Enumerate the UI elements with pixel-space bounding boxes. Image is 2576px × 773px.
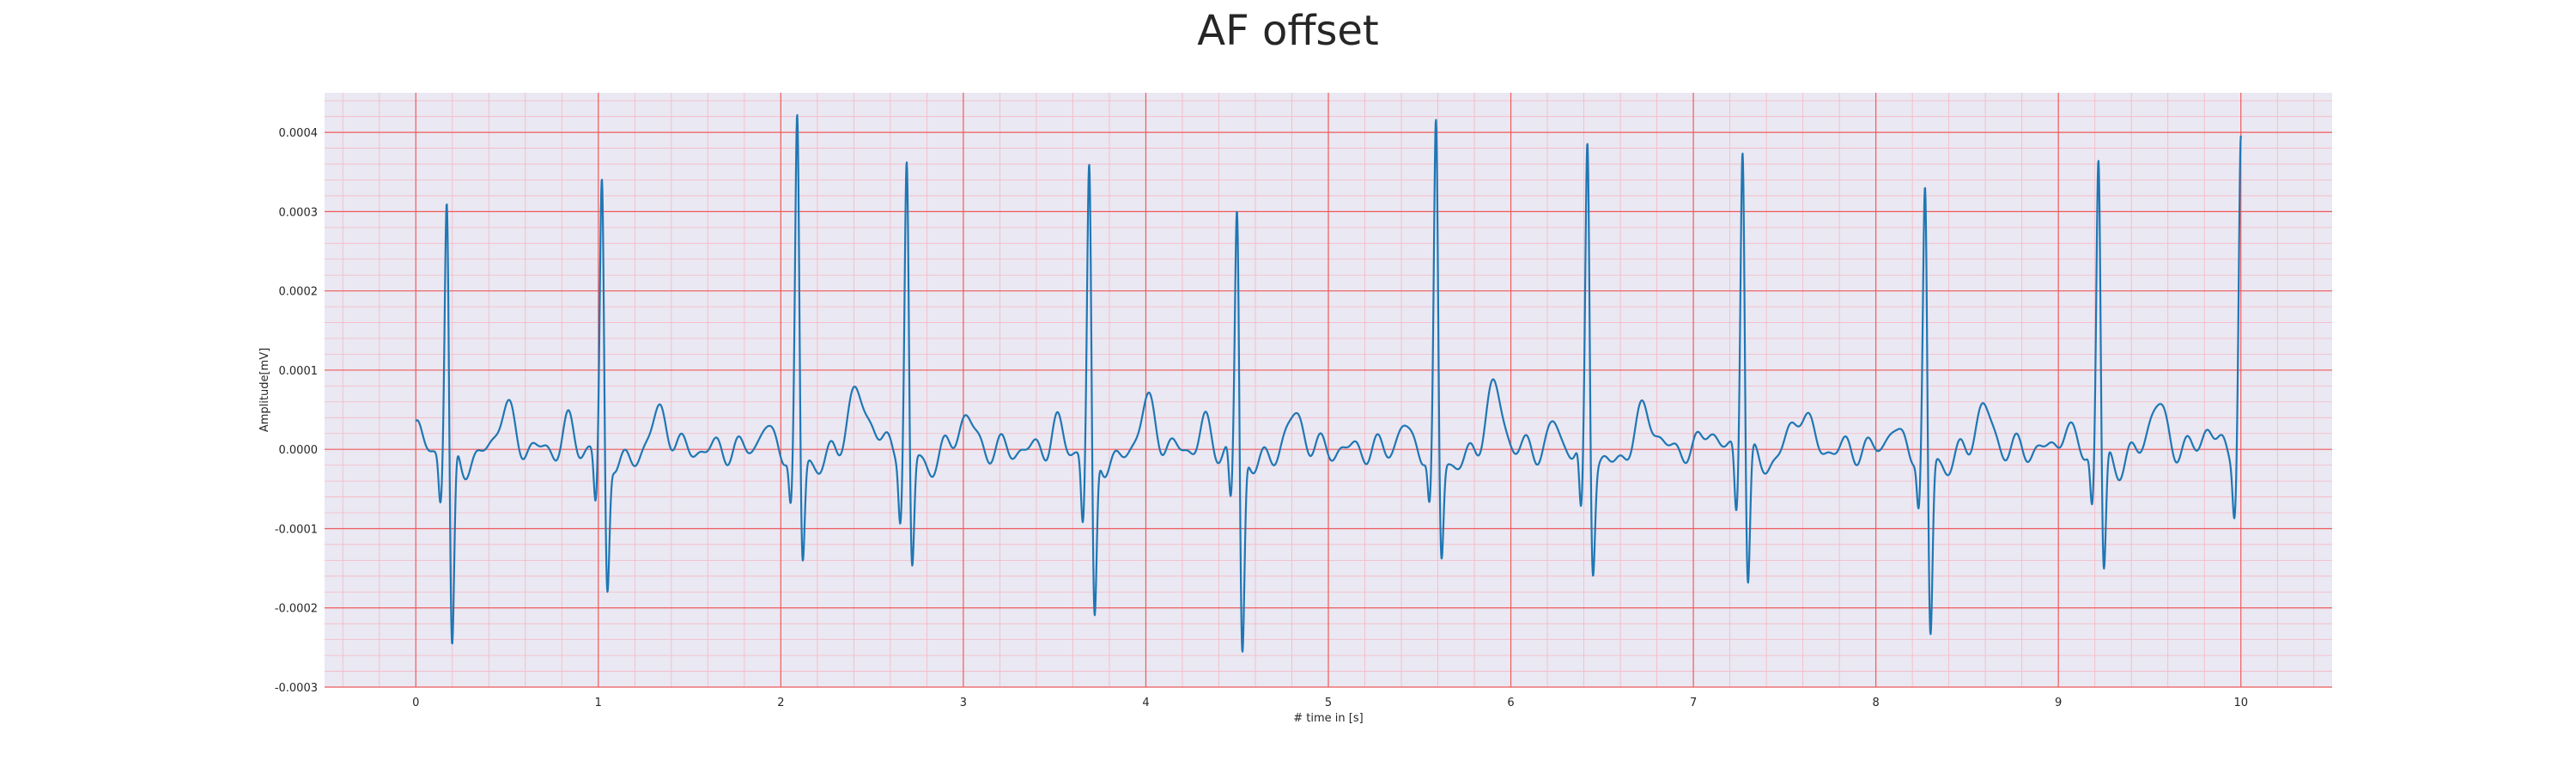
ecg-series-line [415, 113, 2242, 653]
x-axis-label: # time in [s] [1293, 712, 1363, 725]
y-tick-label: -0.0001 [275, 523, 318, 536]
chart-title: AF offset [1197, 7, 1379, 55]
major-grid [325, 93, 2332, 688]
x-tick-label: 2 [777, 697, 784, 709]
y-tick-label: 0.0002 [279, 286, 319, 299]
x-tick-label: 5 [1325, 697, 1332, 709]
x-tick-label: 0 [412, 697, 419, 709]
x-tick-label: 8 [1872, 697, 1879, 709]
x-tick-labels: 0 1 2 3 4 5 6 7 8 9 10 [412, 697, 2248, 709]
y-tick-label: -0.0003 [275, 682, 318, 695]
x-tick-label: 10 [2233, 697, 2248, 709]
y-tick-label: 0.0000 [279, 444, 319, 457]
y-tick-label: 0.0001 [279, 365, 319, 378]
x-tick-label: 3 [960, 697, 967, 709]
y-axis-label: Amplitude[mV] [258, 348, 271, 432]
x-tick-label: 9 [2055, 697, 2062, 709]
x-tick-label: 1 [595, 697, 602, 709]
y-tick-label: 0.0004 [279, 127, 319, 140]
x-tick-label: 6 [1507, 697, 1514, 709]
x-tick-label: 7 [1690, 697, 1697, 709]
x-tick-label: 4 [1142, 697, 1149, 709]
y-tick-label: 0.0003 [279, 206, 319, 219]
y-tick-label: -0.0002 [275, 603, 318, 616]
y-tick-labels: -0.0003 -0.0002 -0.0001 0.0000 0.0001 0.0002 0… [275, 127, 318, 695]
